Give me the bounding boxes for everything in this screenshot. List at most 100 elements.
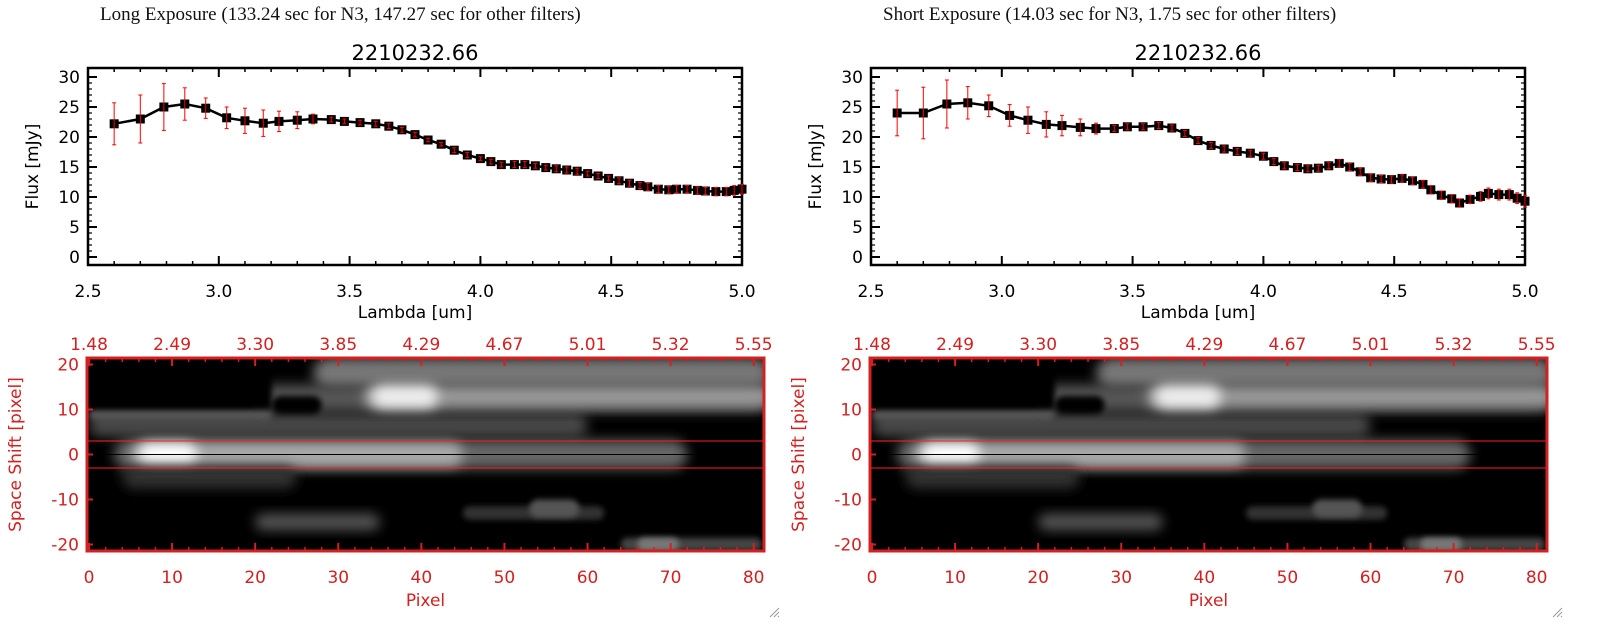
y-tick-label: -10 — [51, 491, 79, 511]
y-tick-label: 25 — [841, 98, 863, 118]
emission-blob — [89, 407, 272, 421]
x-axis-label: Lambda [um] — [1141, 303, 1255, 323]
x-tick-label: 70 — [1443, 568, 1465, 588]
x-tick-label: 50 — [1277, 568, 1299, 588]
emission-blob — [122, 465, 297, 489]
spectrum-plot-long: 2210232.66 2.5 3.0 3.5 4.0 4.5 5.0 0 5 10 15 20 25 30… — [23, 41, 756, 323]
emission-blob — [363, 387, 764, 407]
y-tick-label: 0 — [69, 248, 80, 268]
x-tick-label: 20 — [1027, 568, 1049, 588]
y-tick-label: -10 — [834, 491, 862, 511]
y-axis-label: Flux [mJy] — [806, 124, 826, 210]
spectral-image-long: 0 1.48 10 2.49 20 3.30 30 3.85 40 4.29 50 4.67 60 5.0… — [6, 335, 773, 611]
x-tick-label: 5.0 — [728, 282, 755, 302]
top-x-tick-label: 1.48 — [853, 335, 891, 355]
x-tick-label: 0 — [867, 568, 878, 588]
y-tick-label: 25 — [58, 98, 80, 118]
emission-blob — [371, 385, 438, 409]
x-tick-label: 30 — [1110, 568, 1132, 588]
x-tick-label: 3.5 — [1119, 282, 1146, 302]
top-x-tick-label: 4.29 — [1185, 335, 1223, 355]
x-tick-label: 10 — [944, 568, 966, 588]
image-body — [870, 358, 1547, 551]
y-tick-label: 15 — [58, 158, 80, 178]
y-tick-label: 10 — [841, 188, 863, 208]
y-axis-label: Space Shift [pixel] — [789, 377, 809, 532]
y-tick-label: 20 — [58, 128, 80, 148]
x-tick-label: 40 — [411, 568, 433, 588]
emission-blob — [1096, 358, 1547, 390]
spectral-image-short: 0 1.48 10 2.49 20 3.30 30 3.85 40 4.29 50 4.67 60 5.0… — [789, 335, 1556, 611]
x-tick-label: 60 — [1360, 568, 1382, 588]
top-x-tick-label: 2.49 — [936, 335, 974, 355]
y-tick-label: 15 — [841, 158, 863, 178]
x-axis-label: Lambda [um] — [358, 303, 472, 323]
x-tick-label: 3.0 — [205, 282, 232, 302]
x-tick-label: 4.5 — [1381, 282, 1408, 302]
top-x-tick-label: 5.32 — [652, 335, 690, 355]
x-tick-label: 2.5 — [857, 282, 884, 302]
dark-region — [87, 358, 272, 410]
y-tick-label: 0 — [68, 446, 79, 466]
x-tick-label: 50 — [494, 568, 516, 588]
y-tick-label: 5 — [852, 218, 863, 238]
x-tick-label: 60 — [577, 568, 599, 588]
resize-grip-icon[interactable] — [768, 606, 780, 618]
spectrum-plot-short: 2210232.66 2.5 3.0 3.5 4.0 4.5 5.0 0 5 10 15 20 25 30… — [806, 41, 1539, 323]
top-x-tick-label: 3.30 — [1019, 335, 1057, 355]
y-tick-label: 10 — [840, 401, 862, 421]
top-x-tick-label: 3.30 — [236, 335, 274, 355]
emission-blob — [905, 465, 1080, 489]
top-x-tick-label: 5.32 — [1435, 335, 1473, 355]
y-tick-label: 10 — [57, 401, 79, 421]
top-x-tick-label: 5.01 — [1352, 335, 1390, 355]
emission-blob — [872, 407, 1055, 421]
emission-blob — [1154, 385, 1221, 409]
y-tick-label: 10 — [58, 188, 80, 208]
x-tick-label: 5.0 — [1511, 282, 1538, 302]
x-tick-label: 4.0 — [467, 282, 494, 302]
x-tick-label: 80 — [743, 568, 765, 588]
x-tick-label: 40 — [1194, 568, 1216, 588]
y-tick-label: 0 — [851, 446, 862, 466]
emission-blob — [1420, 537, 1462, 551]
y-tick-label: 5 — [69, 218, 80, 238]
x-tick-label: 70 — [660, 568, 682, 588]
x-tick-label: 3.0 — [988, 282, 1015, 302]
emission-blob — [1146, 387, 1547, 407]
y-tick-label: -20 — [51, 536, 79, 556]
spectrum-line — [113, 102, 743, 193]
x-tick-label: 80 — [1526, 568, 1548, 588]
y-tick-label: -20 — [834, 536, 862, 556]
x-tick-label: 4.5 — [598, 282, 625, 302]
emission-blob — [255, 513, 380, 531]
emission-blob — [637, 537, 679, 551]
top-x-tick-label: 3.85 — [319, 335, 357, 355]
top-x-tick-label: 1.48 — [70, 335, 108, 355]
x-axis-label: Pixel — [1189, 591, 1228, 611]
emission-blob — [1312, 499, 1363, 518]
y-tick-label: 20 — [841, 128, 863, 148]
image-body — [87, 358, 764, 551]
chart-title: 2210232.66 — [352, 41, 479, 65]
emission-blob — [313, 358, 764, 390]
x-tick-label: 30 — [327, 568, 349, 588]
y-tick-label: 30 — [841, 68, 863, 88]
x-tick-label: 10 — [161, 568, 183, 588]
emission-blob — [1054, 396, 1105, 414]
emission-blob — [529, 499, 580, 518]
y-tick-label: 20 — [840, 356, 862, 376]
top-x-tick-label: 5.01 — [569, 335, 607, 355]
y-tick-label: 30 — [58, 68, 80, 88]
left-panel-header: Long Exposure (133.24 sec for N3, 147.27… — [100, 4, 581, 25]
top-x-tick-label: 3.85 — [1102, 335, 1140, 355]
top-x-tick-label: 5.55 — [735, 335, 773, 355]
x-tick-label: 4.0 — [1250, 282, 1277, 302]
resize-grip-icon[interactable] — [1551, 606, 1563, 618]
y-axis-label: Flux [mJy] — [23, 124, 43, 210]
plot-frame — [869, 66, 1527, 267]
chart-title: 2210232.66 — [1135, 41, 1262, 65]
top-x-tick-label: 4.67 — [486, 335, 524, 355]
plot-frame — [86, 66, 744, 267]
